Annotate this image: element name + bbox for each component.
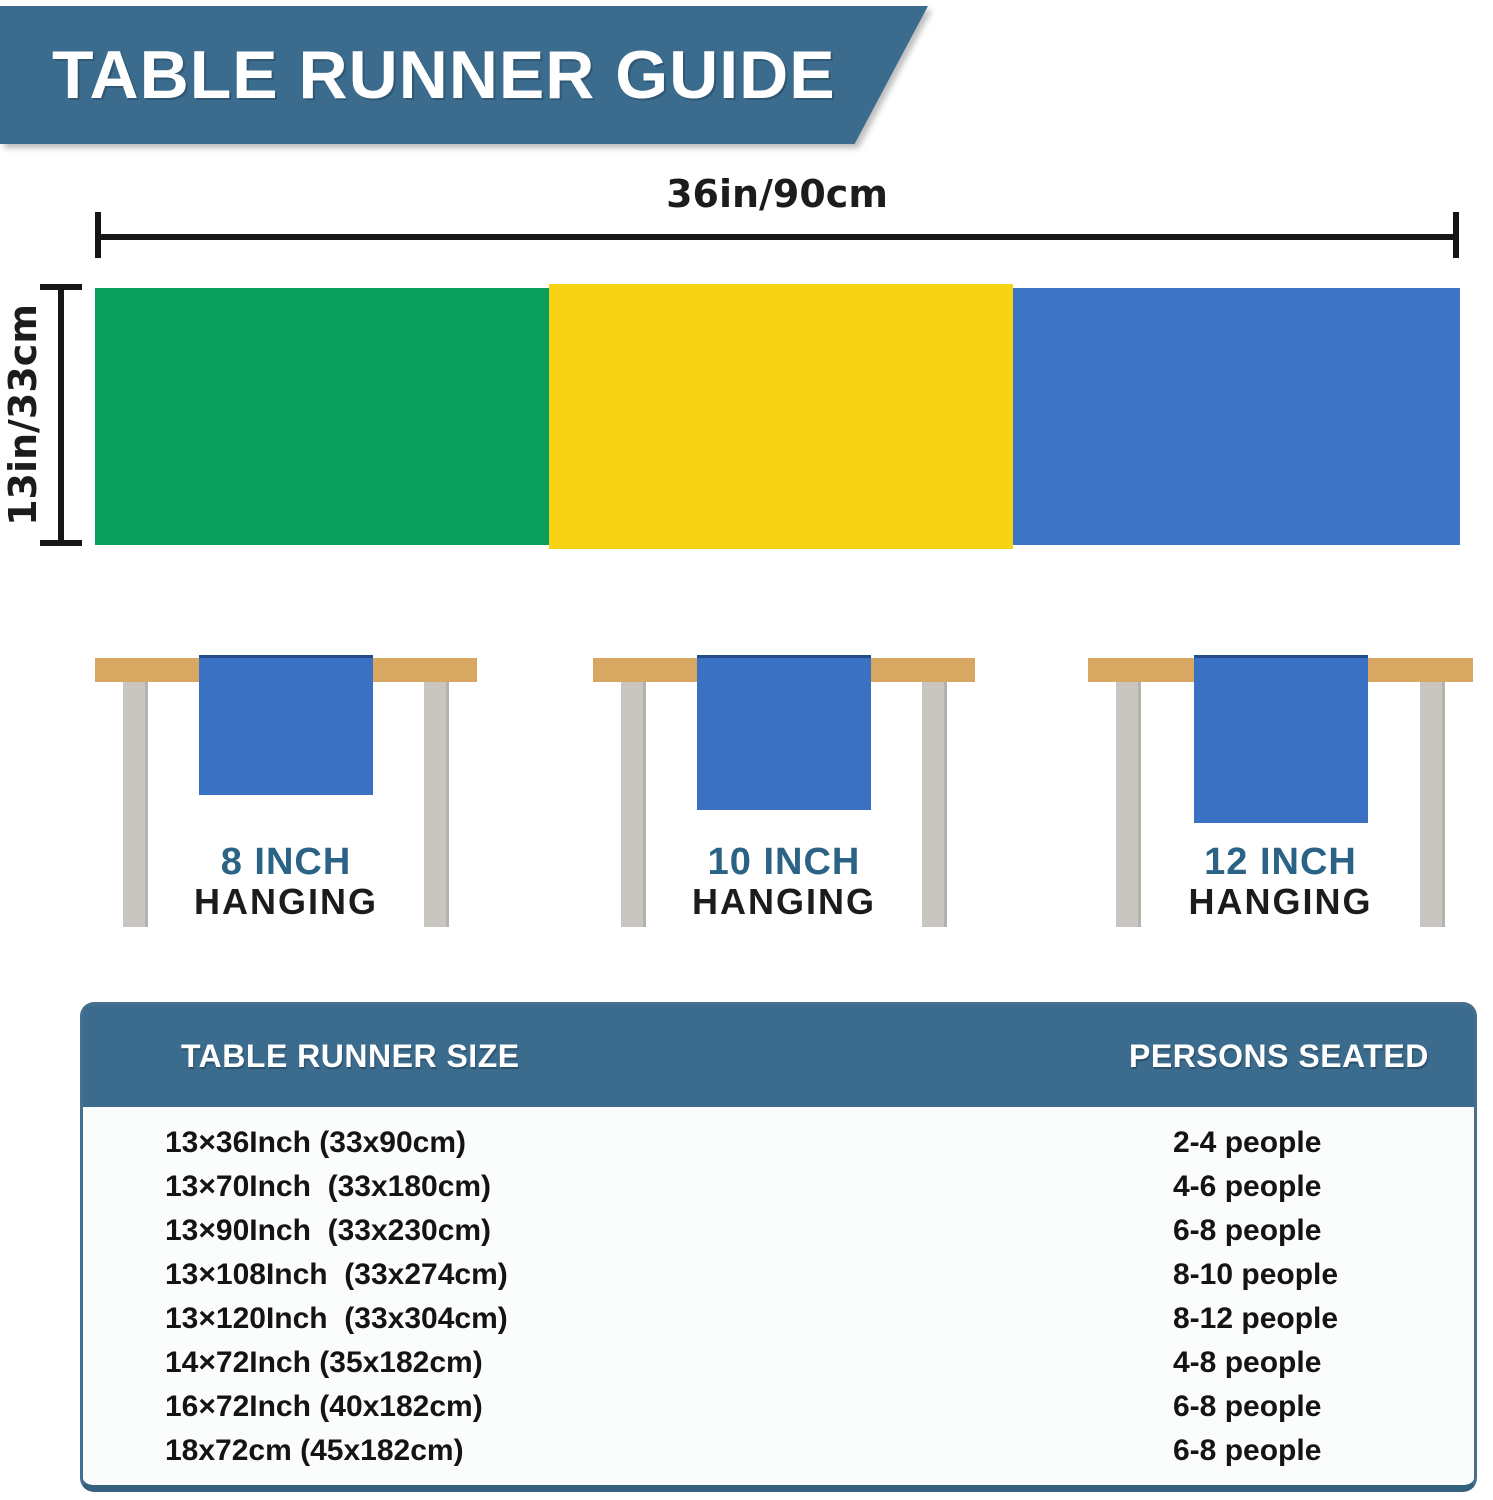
table-row: 13×120Inch (33x304cm) 8-12 people xyxy=(83,1297,1474,1341)
runner-drape xyxy=(199,655,373,795)
persons-cell: 8-12 people xyxy=(1173,1302,1339,1335)
inch-label: 10 INCH xyxy=(707,841,861,883)
runner-segment-yellow xyxy=(549,284,1013,549)
page-title: TABLE RUNNER GUIDE xyxy=(52,37,836,113)
hanging-label: HANGING xyxy=(1188,881,1373,922)
width-dimension-label: 36in/90cm xyxy=(666,172,888,216)
persons-cell: 8-10 people xyxy=(1173,1258,1339,1291)
height-dimension-line xyxy=(58,286,64,544)
table-leg-right xyxy=(424,682,449,927)
width-dimension-cap-left xyxy=(95,212,101,258)
size-cell: 13×70Inch (33x180cm) xyxy=(165,1170,492,1203)
runner-segment-green xyxy=(95,288,549,545)
hanging-label: HANGING xyxy=(692,881,876,922)
hanging-example-10-inch: 10 INCH HANGING xyxy=(593,650,975,930)
table-leg-left xyxy=(123,682,148,927)
runner-segment-blue xyxy=(1013,288,1460,545)
table-row: 13×36Inch (33x90cm) 2-4 people xyxy=(83,1121,1474,1165)
header-banner: TABLE RUNNER GUIDE xyxy=(0,6,928,144)
table-leg-right xyxy=(922,682,947,927)
size-table-body: 13×36Inch (33x90cm) 2-4 people 13×70Inch… xyxy=(83,1121,1474,1473)
table-leg-left xyxy=(621,682,646,927)
runner-drape xyxy=(697,655,871,810)
hanging-label: HANGING xyxy=(194,881,378,922)
persons-cell: 4-6 people xyxy=(1173,1170,1322,1203)
hanging-example-8-inch: 8 INCH HANGING xyxy=(95,650,477,930)
table-row: 13×70Inch (33x180cm) 4-6 people xyxy=(83,1165,1474,1209)
table-leg-left xyxy=(1116,682,1141,927)
size-cell: 13×36Inch (33x90cm) xyxy=(165,1126,467,1159)
table-row: 16×72Inch (40x182cm) 6-8 people xyxy=(83,1385,1474,1429)
table-row: 14×72Inch (35x182cm) 4-8 people xyxy=(83,1341,1474,1385)
size-cell: 14×72Inch (35x182cm) xyxy=(165,1346,483,1379)
runner-drape xyxy=(1193,655,1368,823)
size-cell: 18x72cm (45x182cm) xyxy=(165,1434,464,1467)
column-header-persons: PERSONS SEATED xyxy=(1129,1038,1429,1074)
persons-cell: 6-8 people xyxy=(1173,1214,1322,1247)
size-cell: 13×90Inch (33x230cm) xyxy=(165,1214,492,1247)
persons-cell: 6-8 people xyxy=(1173,1434,1322,1467)
persons-cell: 4-8 people xyxy=(1173,1346,1322,1379)
table-row: 13×108Inch (33x274cm) 8-10 people xyxy=(83,1253,1474,1297)
height-dimension-cap-bottom xyxy=(40,540,82,546)
persons-cell: 2-4 people xyxy=(1173,1126,1322,1159)
runner-strip xyxy=(95,284,1460,549)
size-table-card: TABLE RUNNER SIZE PERSONS SEATED 13×36In… xyxy=(80,1002,1477,1492)
size-cell: 13×108Inch (33x274cm) xyxy=(165,1258,508,1291)
hanging-example-12-inch: 12 INCH HANGING xyxy=(1088,650,1473,930)
column-header-size: TABLE RUNNER SIZE xyxy=(181,1038,520,1074)
width-dimension-cap-right xyxy=(1453,212,1459,258)
persons-cell: 6-8 people xyxy=(1173,1390,1322,1423)
size-cell: 13×120Inch (33x304cm) xyxy=(165,1302,508,1335)
table-row: 13×90Inch (33x230cm) 6-8 people xyxy=(83,1209,1474,1253)
inch-label: 12 INCH xyxy=(1204,841,1357,883)
table-row: 18x72cm (45x182cm) 6-8 people xyxy=(83,1429,1474,1473)
width-dimension-line xyxy=(97,234,1457,240)
height-dimension-label: 13in/33cm xyxy=(1,304,45,526)
height-dimension-cap-top xyxy=(40,284,82,290)
size-table-header: TABLE RUNNER SIZE PERSONS SEATED xyxy=(83,1005,1474,1107)
table-leg-right xyxy=(1420,682,1445,927)
inch-label: 8 INCH xyxy=(220,841,352,883)
size-cell: 16×72Inch (40x182cm) xyxy=(165,1390,483,1423)
header-banner-wrap: TABLE RUNNER GUIDE xyxy=(0,6,935,144)
